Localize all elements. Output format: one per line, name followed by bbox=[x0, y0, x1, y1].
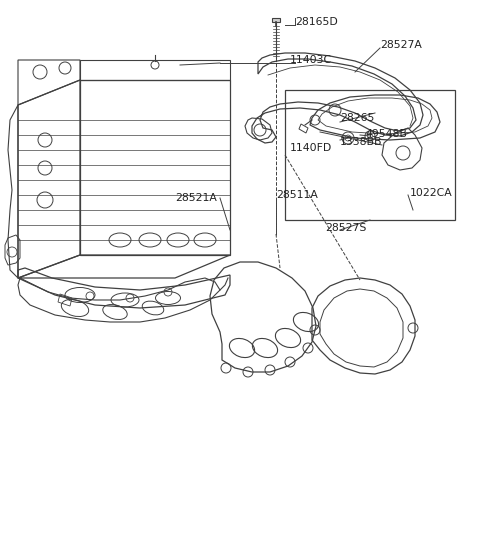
Polygon shape bbox=[272, 18, 280, 22]
Text: 28511A: 28511A bbox=[276, 190, 318, 200]
Text: 28521A: 28521A bbox=[175, 193, 217, 203]
Text: 1022CA: 1022CA bbox=[410, 188, 453, 198]
Text: 1140FD: 1140FD bbox=[290, 143, 332, 153]
Text: 49548B: 49548B bbox=[365, 129, 407, 139]
Text: 28165D: 28165D bbox=[295, 17, 338, 27]
Text: 28527S: 28527S bbox=[325, 223, 366, 233]
Text: 1338BB: 1338BB bbox=[340, 137, 383, 147]
Text: 11403C: 11403C bbox=[290, 55, 332, 65]
Text: 28265: 28265 bbox=[340, 113, 374, 123]
Text: 28527A: 28527A bbox=[380, 40, 422, 50]
